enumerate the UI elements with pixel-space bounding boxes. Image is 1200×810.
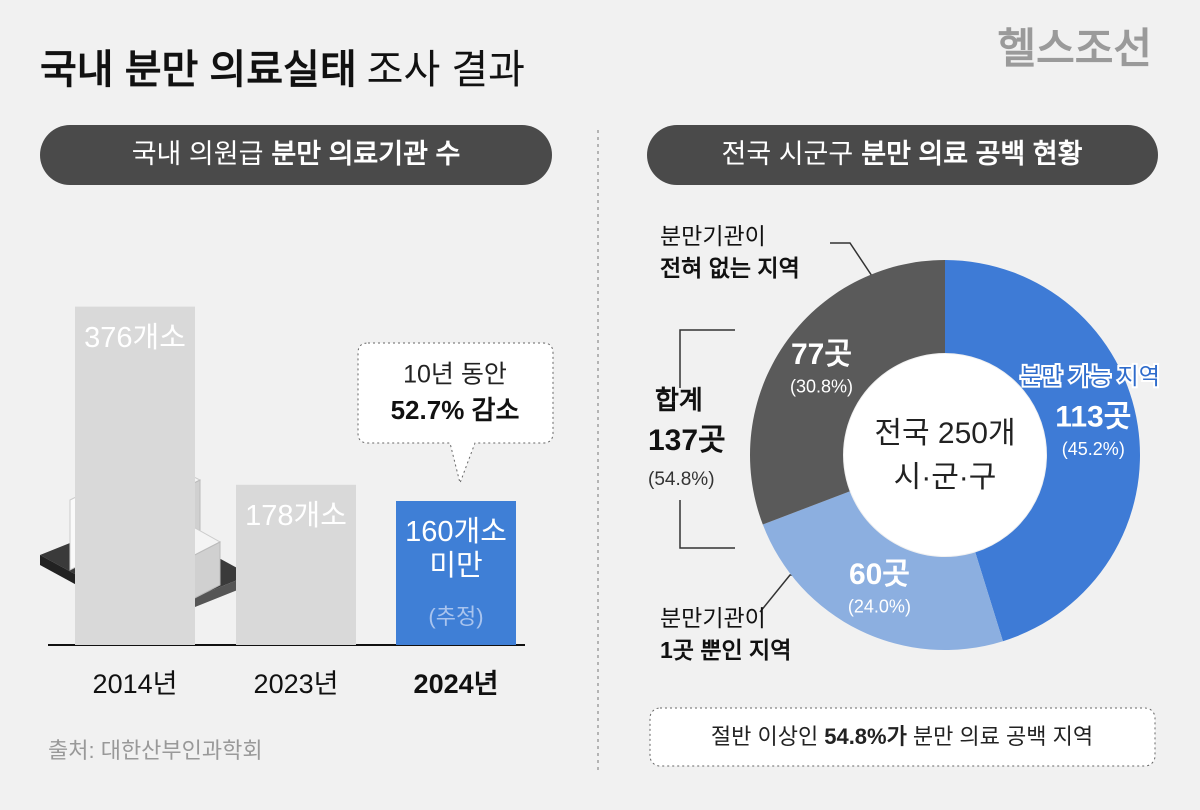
callout-box xyxy=(357,342,554,485)
callout-line2: 52.7% 감소 xyxy=(391,395,520,425)
bar-value-label: 376개소 xyxy=(84,321,186,354)
left-title-bold: 분만 의료기관 수 xyxy=(271,139,460,169)
donut-slice xyxy=(945,260,1140,642)
category-label: 분만기관이 xyxy=(660,605,766,631)
value-label: 77곳 xyxy=(791,338,852,371)
category-label: 1곳 뿐인 지역 xyxy=(660,637,791,663)
source: 출처: 대한산부인과학회 xyxy=(48,738,263,763)
left-title-normal: 국내 의원급 xyxy=(132,139,264,169)
donut-slice xyxy=(762,491,1003,650)
note: 절반 이상인 54.8%가 분만 의료 공백 지역 xyxy=(711,724,1093,749)
center-label: 전국 250개 xyxy=(874,417,1015,450)
page-title: 국내 분만 의료실태 조사 결과 xyxy=(40,48,525,92)
share-label: (45.2%) xyxy=(1062,439,1125,459)
total-value: 137곳 xyxy=(648,424,726,457)
note-part: 분만 의료 공백 지역 xyxy=(913,724,1093,749)
total-label: 합계 xyxy=(655,385,703,415)
callout-line1: 10년 동안 xyxy=(403,361,507,389)
bar-value-label: 178개소 xyxy=(245,499,347,532)
brand: 헬스조선 xyxy=(997,25,1152,72)
donut-slice xyxy=(750,260,945,525)
total-share: (54.8%) xyxy=(648,469,715,490)
category-label: 분만 가능 지역 xyxy=(1020,363,1160,389)
right-title-bold: 분만 의료 공백 현황 xyxy=(861,139,1082,169)
x-tick-label: 2024년 xyxy=(414,669,499,699)
right-title-normal: 전국 시군구 xyxy=(722,139,854,169)
leader-line xyxy=(830,242,879,286)
category-label: 분만기관이 xyxy=(660,223,766,249)
donut-hole xyxy=(844,354,1046,556)
title-rest: 조사 결과 xyxy=(367,48,525,92)
category-label: 전혀 없는 지역 xyxy=(660,255,800,281)
note-highlight: 54.8%가 xyxy=(824,724,907,749)
note-box xyxy=(649,707,1156,767)
x-tick-label: 2023년 xyxy=(254,669,339,699)
share-label: (30.8%) xyxy=(790,377,853,397)
bar xyxy=(396,501,516,645)
left-pill xyxy=(40,125,552,185)
right-pill xyxy=(647,125,1158,185)
share-label: (24.0%) xyxy=(848,597,911,617)
value-label: 113곳 xyxy=(1055,400,1131,433)
x-tick-label: 2014년 xyxy=(93,669,178,699)
value-label: 60곳 xyxy=(849,558,910,591)
title-bold: 국내 분만 의료실태 xyxy=(40,48,357,92)
note-part: 절반 이상인 xyxy=(711,724,818,749)
right-title: 전국 시군구 분만 의료 공백 현황 xyxy=(722,139,1083,169)
center-label: 시·군·구 xyxy=(894,461,997,494)
total-bracket xyxy=(679,329,735,549)
bar xyxy=(236,484,356,645)
estimate-label: (추정) xyxy=(428,604,483,629)
bar xyxy=(75,306,195,645)
left-title: 국내 의원급 분만 의료기관 수 xyxy=(132,139,461,169)
bar-value-label: 160개소 미만 xyxy=(405,516,507,582)
